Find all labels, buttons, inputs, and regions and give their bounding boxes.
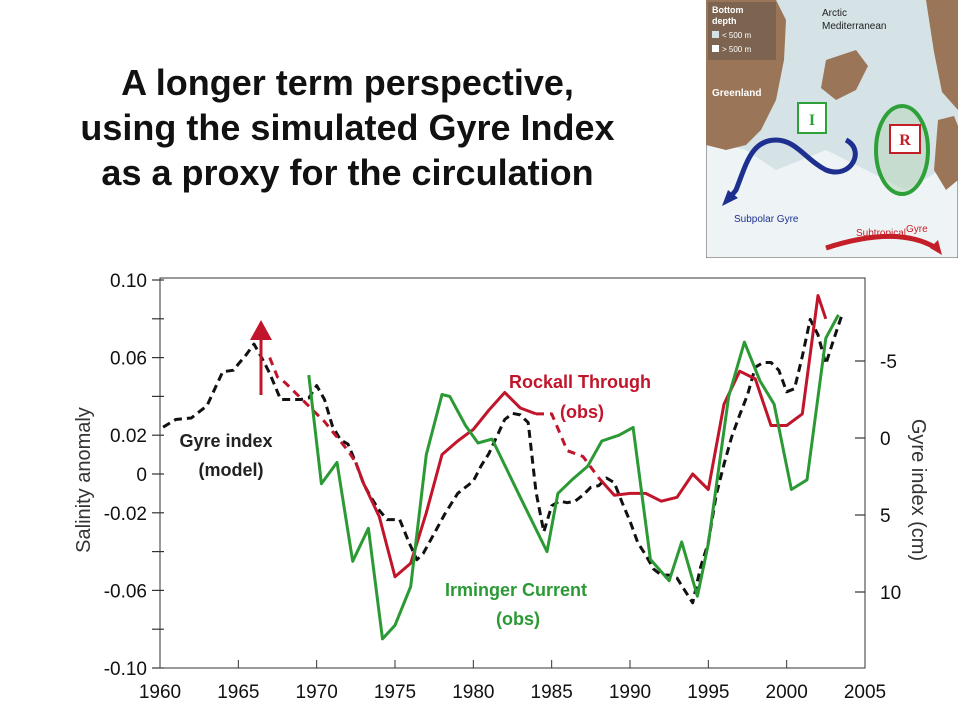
box-i-label: I	[809, 112, 815, 129]
title-line: using the simulated Gyre Index	[80, 107, 615, 148]
map-legend-title: Bottom	[712, 5, 744, 15]
subtropical-gyre-arrowhead	[930, 240, 942, 255]
y-tick-label: -0.06	[104, 581, 147, 602]
y-tick-label: 0.02	[110, 426, 147, 447]
plot-frame	[159, 277, 866, 669]
right-y-tick-label: 10	[880, 583, 901, 604]
arctic-label-sub: Mediterranean	[822, 21, 886, 32]
box-r-label: R	[899, 132, 911, 149]
gyre-index-label-sub: (model)	[199, 460, 264, 480]
y-tick-label: 0	[136, 465, 147, 486]
x-tick-label: 1995	[687, 682, 729, 703]
box-i	[797, 102, 827, 134]
box-r	[889, 124, 921, 154]
iceland-landmass	[821, 50, 868, 100]
arctic-label: Arctic	[822, 8, 847, 19]
subtropical-gyre-arrow	[825, 233, 938, 251]
right-y-tick-label: 0	[880, 429, 891, 450]
map-legend-box	[708, 2, 776, 60]
y-axis-label: Salinity anomaly	[73, 407, 95, 553]
rockall-label-sub: (obs)	[560, 402, 604, 422]
irminger-series-line	[307, 314, 840, 641]
legend-swatch-shallow	[712, 31, 719, 38]
map-inset: Bottom depth < 500 m > 500 m Arctic Medi…	[706, 0, 958, 258]
subtropical-gyre-label: Subtropical	[856, 228, 906, 239]
x-tick-label: 1965	[217, 682, 259, 703]
legend-item-deep: > 500 m	[722, 45, 751, 54]
y-tick-label: 0.10	[110, 271, 147, 292]
page-title: A longer term perspective, using the sim…	[20, 60, 675, 195]
x-tick-label: 2000	[766, 682, 808, 703]
x-tick-label: 1975	[374, 682, 416, 703]
y-tick-label: -0.02	[104, 504, 147, 525]
gyre-index-label: Gyre index	[179, 431, 272, 451]
rockall-series-dashed	[268, 357, 358, 464]
subtropical-gyre-label-sub: Gyre	[906, 224, 928, 235]
title-line: A longer term perspective,	[121, 62, 574, 103]
right-y-tick-label: 5	[880, 506, 891, 527]
map-legend-title-sub: depth	[712, 16, 737, 26]
rockall-series-dashed	[536, 412, 600, 479]
x-tick-label: 1985	[531, 682, 573, 703]
scandinavia-landmass	[926, 0, 958, 110]
x-tick-label: 1980	[452, 682, 494, 703]
right-y-axis-label: Gyre index (cm)	[907, 419, 929, 561]
gyre-arrowhead	[250, 320, 272, 340]
x-tick-label: 1990	[609, 682, 651, 703]
y-tick-label: -0.10	[104, 659, 147, 680]
gyre-index-series-line	[162, 315, 843, 605]
irminger-label-sub: (obs)	[496, 609, 540, 629]
y-tick-label: 0.06	[110, 349, 147, 370]
subpolar-gyre-arrowhead	[722, 190, 738, 206]
rockall-series-line	[597, 294, 828, 503]
title-line: as a proxy for the circulation	[101, 152, 594, 193]
rockall-label: Rockall Through	[509, 372, 651, 392]
x-tick-label: 2005	[844, 682, 886, 703]
irminger-label: Irminger Current	[445, 580, 587, 600]
right-y-tick-label: -5	[880, 352, 897, 373]
x-tick-label: 1960	[139, 682, 181, 703]
subpolar-gyre-arrow	[726, 137, 858, 202]
british-isles-landmass	[934, 116, 958, 190]
x-tick-label: 1970	[296, 682, 338, 703]
legend-item-shallow: < 500 m	[722, 31, 751, 40]
subpolar-gyre-label: Subpolar Gyre	[734, 214, 799, 225]
rockall-series-line	[354, 391, 537, 579]
legend-swatch-deep	[712, 45, 719, 52]
greenland-label: Greenland	[712, 88, 761, 99]
